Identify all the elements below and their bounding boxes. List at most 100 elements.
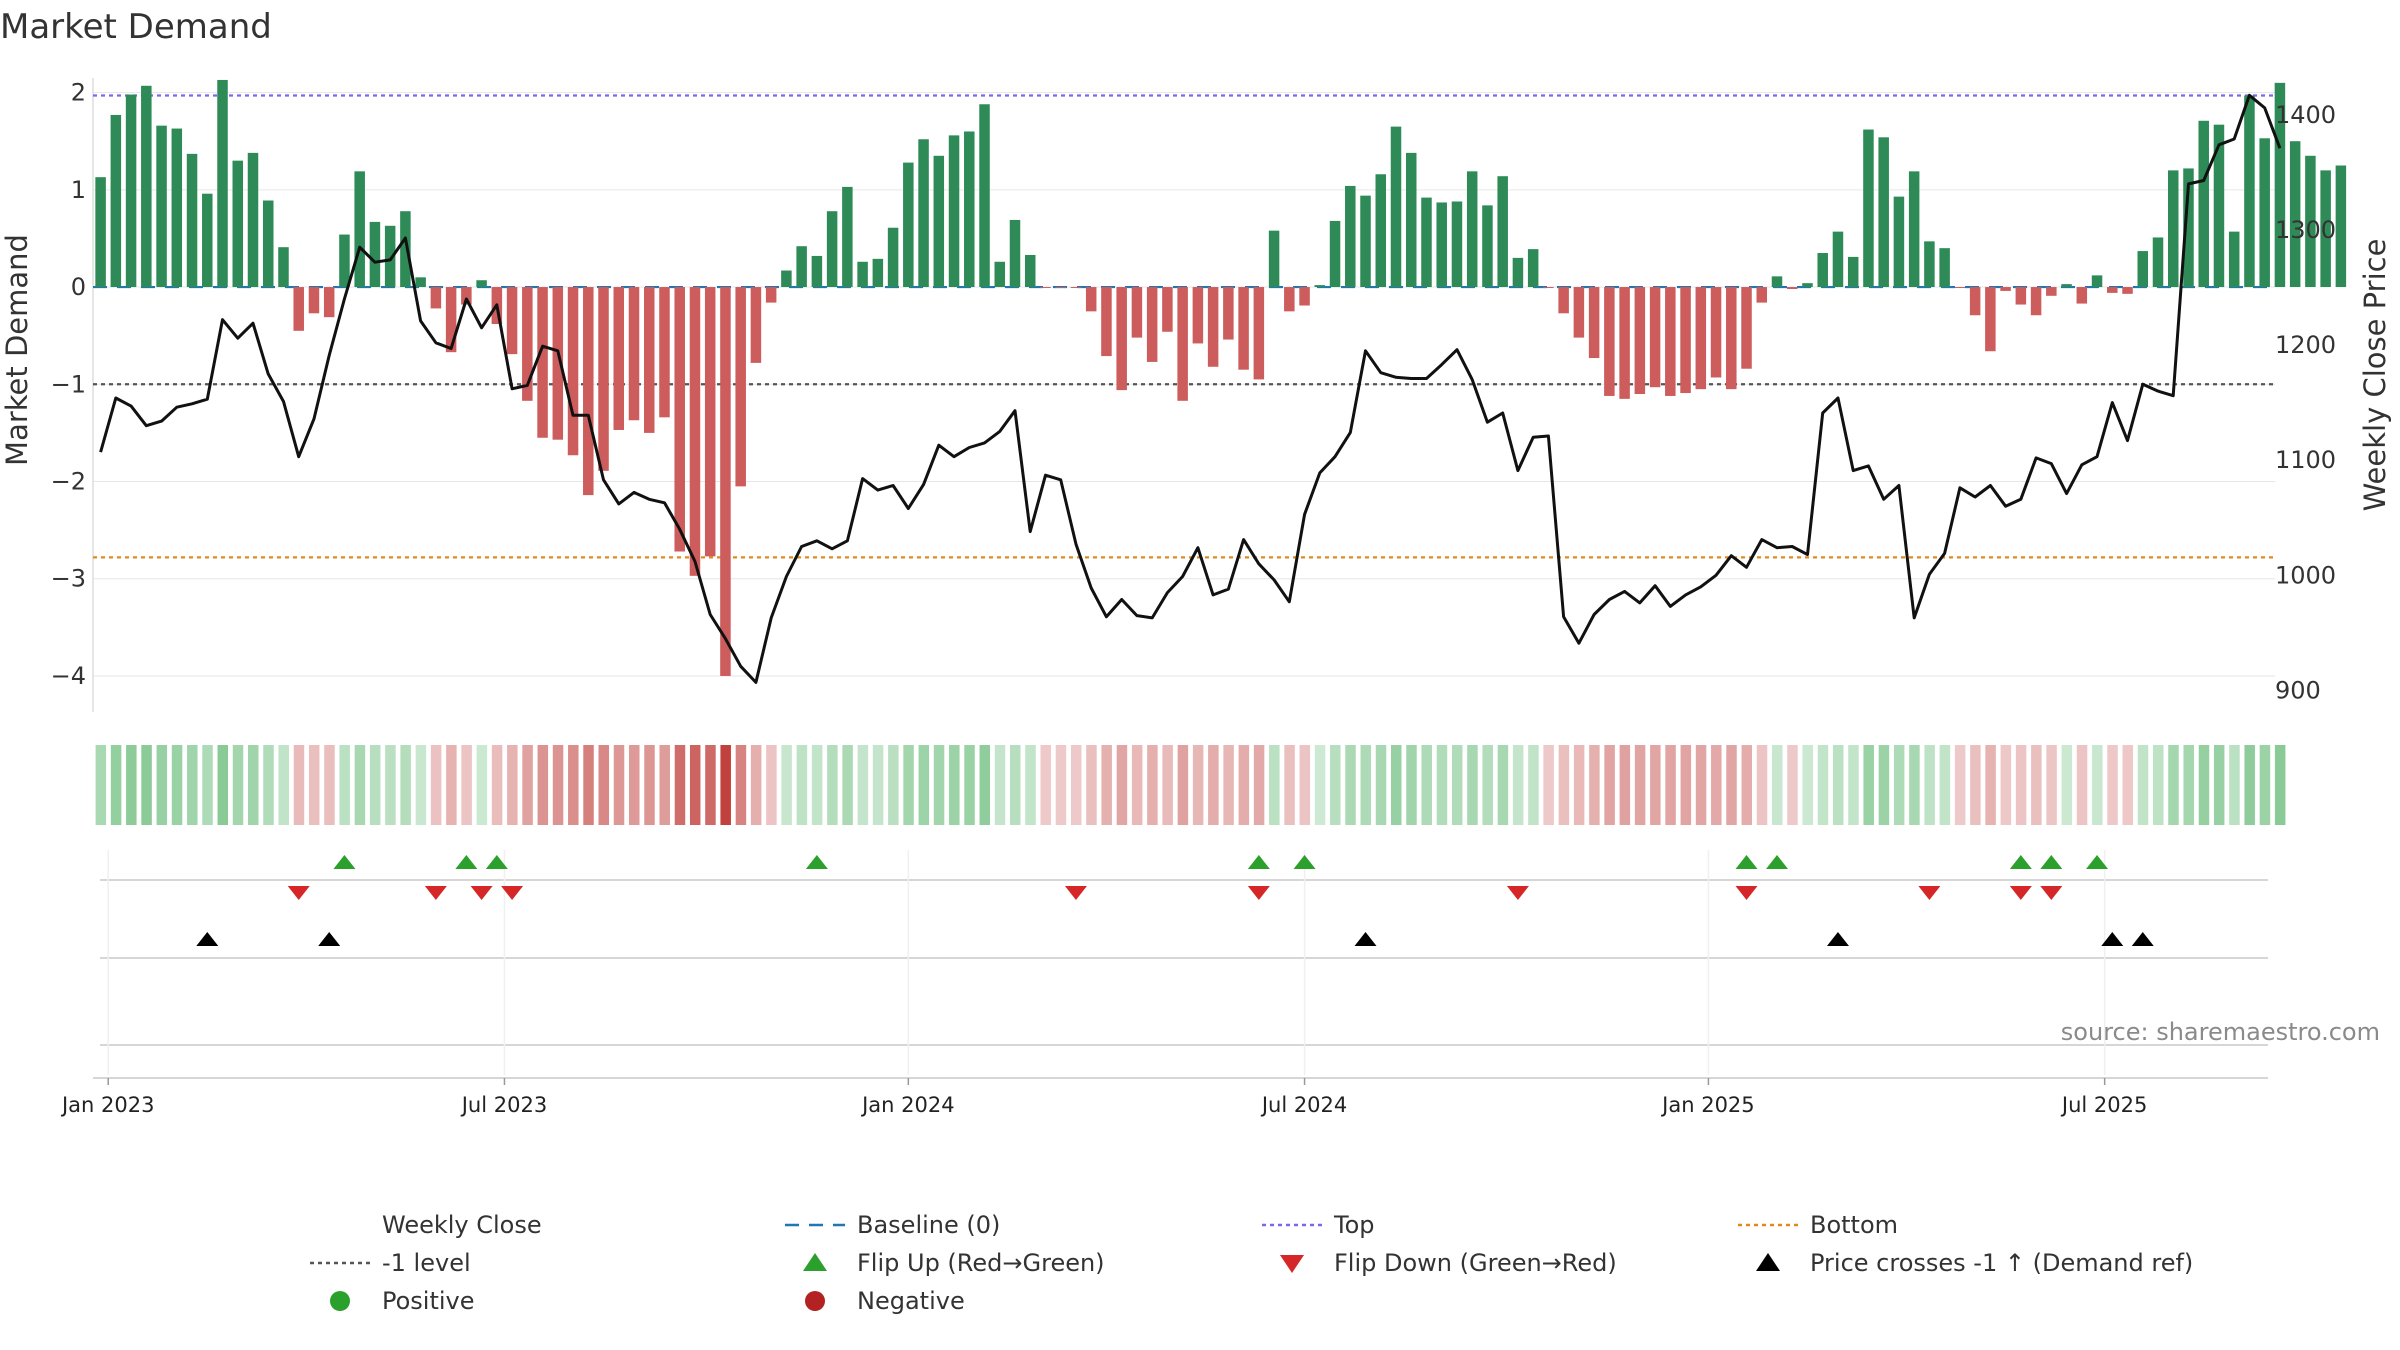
band-cell-85 — [1391, 745, 1402, 825]
demand-bar-92 — [1497, 176, 1508, 288]
band-cell-80 — [1314, 745, 1326, 825]
band-cell-40 — [705, 745, 716, 825]
legend-item-baseline: Baseline (0) — [785, 1211, 1000, 1239]
demand-bar-129 — [2061, 284, 2072, 288]
demand-bar-134 — [2137, 251, 2149, 288]
demand-bar-141 — [2244, 95, 2255, 288]
demand-bar-47 — [811, 255, 823, 288]
y2-ticks: 1400 1300 1200 1100 1000 900 — [2275, 101, 2336, 705]
chart-title: Market Demand — [0, 7, 272, 47]
band-cell-20 — [400, 745, 411, 825]
demand-bar-29 — [537, 287, 548, 438]
band-cell-10 — [248, 745, 259, 825]
cross-marker-4 — [2101, 932, 2124, 946]
band-cell-97 — [1573, 745, 1585, 825]
band-cell-93 — [1512, 745, 1524, 825]
demand-bar-49 — [842, 186, 853, 288]
flip-up-marker-5 — [1293, 855, 1316, 869]
demand-bar-105 — [1695, 287, 1707, 390]
demand-bar-6 — [186, 153, 198, 288]
y2-tick-label-3: 1100 — [2275, 446, 2336, 474]
demand-bar-16 — [339, 234, 350, 288]
demand-bar-28 — [522, 287, 533, 401]
band-cell-56 — [949, 745, 960, 825]
band-cell-68 — [1131, 745, 1143, 825]
y-tick-label-4: −2 — [51, 468, 86, 496]
demand-bar-11 — [262, 200, 274, 288]
demand-bar-23 — [445, 287, 457, 353]
band-cell-108 — [1741, 745, 1753, 825]
band-cell-16 — [339, 745, 350, 825]
demand-bar-51 — [872, 258, 884, 288]
demand-bar-118 — [1893, 196, 1905, 288]
weekly-close-line — [99, 93, 2282, 684]
demand-bar-140 — [2228, 231, 2240, 288]
band-cell-7 — [202, 745, 213, 825]
demand-bar-147 — [2335, 165, 2347, 288]
demand-bar-60 — [1009, 219, 1021, 288]
band-cell-30 — [552, 745, 564, 825]
demand-bar-56 — [948, 135, 960, 288]
band-cell-44 — [766, 745, 777, 825]
flip-down-marker-10 — [2040, 886, 2063, 900]
band-cell-84 — [1375, 745, 1387, 825]
band-cell-71 — [1177, 745, 1189, 825]
demand-bar-115 — [1847, 256, 1859, 288]
band-cell-28 — [522, 745, 533, 825]
demand-bar-82 — [1345, 185, 1356, 288]
band-cell-140 — [2229, 745, 2240, 825]
flip-down-marker-8 — [1918, 886, 1941, 900]
band-cell-143 — [2274, 745, 2286, 825]
x-tick-label-2: Jan 2024 — [860, 1093, 955, 1117]
demand-bar-89 — [1451, 201, 1463, 288]
demand-bar-2 — [125, 94, 137, 288]
demand-bar-5 — [171, 128, 183, 288]
y-tick-label-1: 1 — [71, 176, 86, 204]
band-cell-88 — [1436, 745, 1448, 825]
legend-swatch-flip_down — [1280, 1255, 1304, 1273]
band-cell-9 — [232, 745, 244, 825]
cross-marker-1 — [318, 932, 341, 946]
demand-bar-61 — [1024, 254, 1036, 288]
band-cell-36 — [644, 745, 655, 825]
band-cell-38 — [674, 745, 686, 825]
band-cell-32 — [583, 745, 594, 825]
band-cell-50 — [857, 745, 869, 825]
band-cell-135 — [2153, 745, 2164, 825]
band-cell-131 — [2092, 745, 2103, 825]
demand-bar-113 — [1817, 253, 1828, 288]
close-line-group — [99, 93, 2282, 684]
demand-bar-114 — [1832, 231, 1844, 288]
demand-bar-130 — [2076, 287, 2088, 304]
demand-bar-20 — [400, 211, 411, 288]
y2-tick-label-5: 900 — [2275, 676, 2321, 704]
band-cell-78 — [1284, 745, 1295, 825]
demand-bar-24 — [461, 287, 472, 305]
demand-bar-12 — [278, 247, 289, 288]
flip-up-marker-0 — [333, 855, 356, 869]
demand-bar-98 — [1588, 287, 1600, 359]
y2-tick-label-0: 1400 — [2275, 101, 2336, 129]
y-axis-label: Market Demand — [0, 234, 34, 466]
demand-bar-10 — [247, 152, 259, 288]
demand-bar-123 — [1969, 287, 1981, 316]
legend-label-cross: Price crosses -1 ↑ (Demand ref) — [1810, 1249, 2193, 1277]
band-cell-98 — [1589, 745, 1600, 825]
band-cell-72 — [1192, 745, 1204, 825]
demand-bar-1 — [110, 114, 122, 288]
demand-bar-3 — [141, 85, 152, 288]
band-cell-3 — [141, 745, 152, 825]
demand-bar-101 — [1634, 287, 1646, 394]
demand-bar-84 — [1375, 174, 1387, 288]
demand-bar-100 — [1619, 287, 1630, 399]
band-cell-117 — [1878, 745, 1890, 825]
band-cell-65 — [1086, 745, 1097, 825]
legend-item-minus1: -1 level — [310, 1249, 471, 1277]
band-cell-112 — [1802, 745, 1813, 825]
demand-bar-144 — [2289, 141, 2301, 288]
band-cell-134 — [2137, 745, 2149, 825]
band-cell-60 — [1010, 745, 1021, 825]
band-cell-83 — [1360, 745, 1372, 825]
x-tick-label-3: Jul 2024 — [1260, 1093, 1347, 1117]
legend-item-top: Top — [1262, 1211, 1375, 1239]
